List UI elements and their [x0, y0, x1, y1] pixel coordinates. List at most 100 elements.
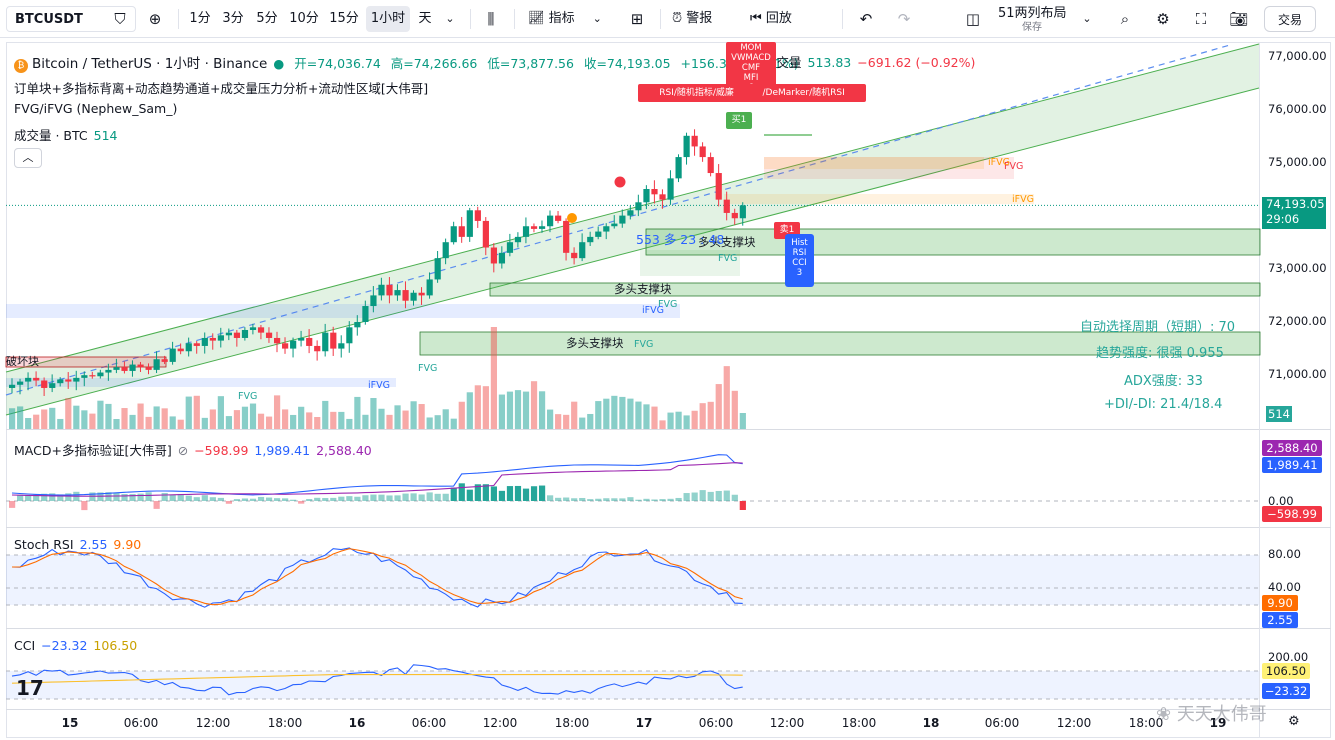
candle-body [290, 340, 297, 349]
volume-bar [241, 406, 249, 429]
alert-button[interactable]: ⏰︎ 警报 [672, 6, 734, 32]
layout-selector[interactable]: 51两列布局 保存 [998, 7, 1074, 34]
cci-name: CCI [14, 638, 36, 653]
settings-gear-icon[interactable]: ⚙︎ [1156, 10, 1170, 28]
bar-countdown: 29:06 [1266, 212, 1300, 226]
volume-bar [290, 414, 297, 429]
macd-signal-tag: 2,588.40 [1262, 440, 1322, 456]
indicator-legend-3[interactable]: 成交量 · BTC 514 [14, 125, 124, 144]
tf-dropdown-icon[interactable]: ⌄ [445, 12, 455, 25]
volume-bar [362, 414, 369, 429]
volume-bar [273, 395, 281, 429]
indicator-legend-2[interactable]: FVG/iFVG (Nephew_Sam_) [14, 101, 178, 116]
layout-dropdown-icon[interactable]: ⌄ [1082, 12, 1092, 25]
price-tick: 75,000.00 [1268, 155, 1327, 169]
macd-hist-bar [482, 484, 489, 501]
volume-bar [410, 401, 417, 429]
trade-button[interactable]: 交易 [1264, 6, 1316, 32]
pane-separator[interactable] [6, 527, 1331, 528]
macd-legend[interactable]: MACD+多指标验证[大伟哥] ⊘ −598.99 1,989.41 2,588.40 [14, 440, 378, 459]
replay-button[interactable]: ⏮︎ 回放 [750, 6, 812, 32]
tf-15m[interactable]: 15分 [329, 11, 359, 26]
macd-hist-bar [530, 486, 538, 501]
volume-indicator-name: 成交量 · BTC [14, 128, 88, 143]
pane-separator[interactable] [6, 628, 1331, 629]
bitcoin-icon: ₿ [14, 59, 28, 73]
volume-bar [370, 398, 377, 429]
macd-hist-bar [522, 488, 530, 501]
layout-icon[interactable]: ◫ [965, 10, 981, 28]
macd-hist-bar [555, 497, 562, 501]
channel-fill [6, 44, 1259, 415]
macd-hist-bar [121, 494, 128, 501]
volume-bar [683, 415, 690, 429]
volume-bar [667, 412, 674, 429]
hide-eye-icon[interactable]: ⊘ [177, 443, 189, 458]
time-tick: 19 [1209, 716, 1227, 730]
macd-hist-bar [378, 494, 385, 501]
volume-bar [193, 395, 200, 429]
search-icon[interactable]: ⌕ [1120, 10, 1130, 28]
candle-body [265, 332, 273, 338]
cci-legend[interactable]: CCI −23.32 106.50 [14, 638, 143, 653]
volume-bar [89, 413, 96, 429]
tf-1d[interactable]: 天 [418, 11, 432, 26]
collapse-legend-button[interactable]: ︿ [14, 148, 42, 168]
indicators-dropdown-icon: ⌄ [592, 12, 602, 25]
macd-hist-bar [675, 497, 682, 501]
macd-hist-bar [225, 501, 233, 504]
templates-icon[interactable]: ⊞ [630, 10, 644, 28]
candle-body [563, 220, 570, 253]
fvg-label: FVG [418, 363, 438, 374]
undo-icon[interactable]: ↶ [859, 10, 873, 28]
volume-legend-value: 513.83 [807, 55, 852, 70]
candle-body [249, 327, 257, 330]
daily-change: −691.62 (−0.92%) [857, 55, 976, 70]
fullscreen-icon[interactable]: ⛶ [1195, 10, 1207, 28]
time-tick: 18 [922, 716, 940, 730]
ifvg-zone [724, 194, 1034, 204]
redo-icon[interactable]: ↷ [897, 10, 911, 28]
tf-1h[interactable]: 1小时 [366, 6, 410, 32]
macd-hist-bar [209, 497, 216, 501]
macd-hist-bar [33, 494, 40, 501]
camera-icon[interactable]: 📷︎ [1229, 10, 1249, 28]
candle-body [33, 377, 40, 381]
volume-bar [627, 398, 634, 429]
macd-hist-bar [298, 501, 305, 504]
macd-hist-bar [177, 493, 184, 501]
watchlist-icon[interactable]: ⛉ [114, 10, 126, 28]
indicators-button[interactable]: 📈︎ 指标 ⌄ [528, 6, 618, 32]
symbol-search[interactable]: BTCUSDT [6, 6, 136, 32]
tf-1m[interactable]: 1分 [189, 11, 211, 26]
macd-hist-value: −598.99 [194, 443, 249, 458]
indicator-legend-1[interactable]: 订单块+多指标背离+动态趋势通道+成交量压力分析+流动性区域[大伟哥] [14, 81, 429, 96]
candle-body [699, 146, 706, 158]
volume-bar [217, 396, 224, 429]
tf-10m[interactable]: 10分 [289, 11, 319, 26]
volume-bar [659, 420, 666, 429]
ifvg-label: iFVG [1012, 194, 1034, 205]
candle-body [362, 306, 369, 322]
volume-bar [707, 401, 714, 429]
tf-5m[interactable]: 5分 [256, 11, 278, 26]
macd-hist-bar [603, 498, 610, 501]
fvg-label: FVG [718, 253, 738, 264]
volume-bar [643, 404, 650, 429]
add-compare-icon[interactable]: ⊕ [148, 10, 162, 28]
pivot-high-marker [614, 176, 626, 188]
candle-body [731, 212, 738, 219]
macd-hist-bar [41, 493, 48, 501]
candle-type-icon[interactable]: ⫼ [487, 10, 495, 28]
candle-body [282, 343, 289, 349]
channel-mid-line [5, 44, 1231, 396]
volume-bar [249, 403, 257, 429]
tf-3m[interactable]: 3分 [222, 11, 244, 26]
pane-separator[interactable] [6, 429, 1331, 430]
time-zone-settings-icon[interactable]: ⚙︎ [1288, 714, 1300, 729]
stoch-legend[interactable]: Stoch RSI 2.55 9.90 [14, 537, 147, 552]
volume-indicator-value: 514 [93, 128, 118, 143]
candle-body [402, 290, 409, 301]
candle-body [498, 252, 506, 264]
